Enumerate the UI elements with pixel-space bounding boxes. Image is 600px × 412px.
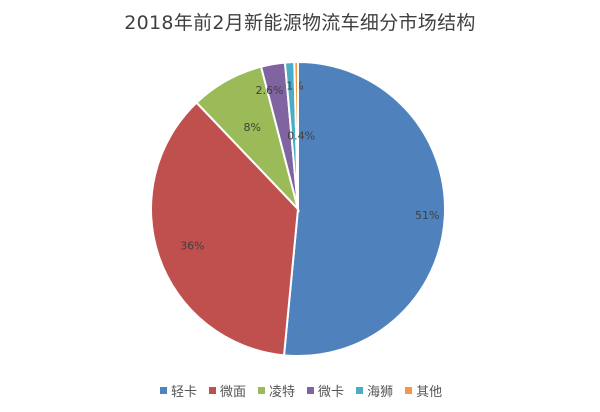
legend-label: 凌特: [269, 385, 296, 400]
legend-label: 其他: [416, 385, 443, 400]
legend-swatch: [160, 387, 167, 394]
pie-slice-1: [282, 60, 446, 357]
chart-title: 2018年前2月新能源物流车细分市场结构: [124, 12, 476, 34]
legend-swatch: [356, 387, 364, 394]
data-label-1: 51%: [415, 209, 439, 222]
data-label-2: 36%: [180, 240, 204, 253]
legend-label: 微卡: [318, 385, 345, 400]
legend-item-5: 海狮: [356, 381, 393, 400]
legend-item-6: 其他: [405, 381, 442, 400]
legend-item-1: 轻卡: [160, 381, 197, 400]
legend-label: 海狮: [367, 385, 394, 400]
chart-legend: 轻卡 微面 凌特 微卡 海狮 其他: [160, 381, 454, 400]
legend-label: 微面: [220, 385, 247, 400]
data-label-3: 8%: [244, 121, 261, 134]
legend-item-4: 微卡: [307, 381, 344, 400]
data-label-4: 2.6%: [255, 84, 283, 97]
legend-label: 轻卡: [171, 385, 198, 400]
legend-item-2: 微面: [209, 381, 246, 400]
legend-swatch: [405, 387, 413, 394]
data-label-6: 0.4%: [287, 130, 315, 143]
legend-swatch: [258, 387, 266, 394]
pie-slice-6: [293, 60, 299, 210]
legend-swatch: [209, 387, 217, 394]
pie-slice-2: [150, 101, 300, 357]
legend-item-3: 凌特: [258, 381, 295, 400]
legend-swatch: [307, 387, 315, 394]
